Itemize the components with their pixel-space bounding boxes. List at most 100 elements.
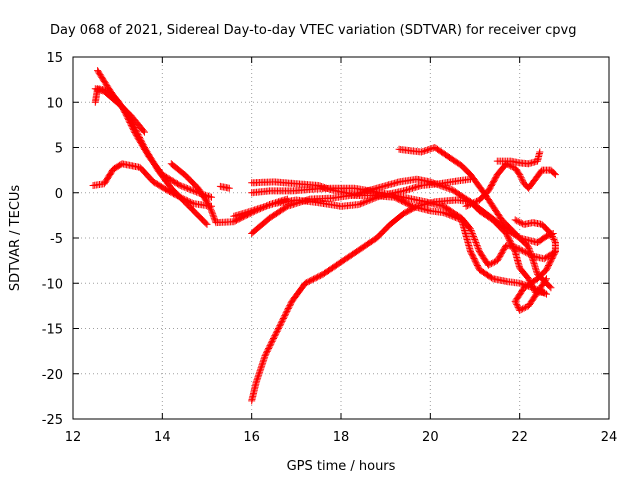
data-point — [549, 234, 557, 242]
data-point — [138, 141, 146, 149]
data-point — [508, 163, 516, 171]
data-point — [542, 276, 550, 284]
data-point — [488, 274, 495, 282]
data-point — [469, 231, 477, 239]
data-point — [514, 245, 522, 253]
data-point — [263, 347, 271, 355]
data-point — [176, 182, 184, 189]
data-point — [190, 187, 198, 195]
data-point — [204, 199, 212, 207]
data-point — [548, 233, 556, 240]
data-point — [362, 198, 370, 205]
data-point — [440, 209, 448, 217]
data-point — [468, 230, 476, 237]
data-point — [129, 124, 137, 132]
data-point — [516, 245, 524, 253]
data-point — [126, 119, 134, 126]
data-point — [122, 111, 130, 119]
y-tick-label: -5 — [50, 232, 63, 247]
data-point — [511, 216, 519, 224]
data-point — [208, 193, 215, 201]
data-point — [203, 198, 211, 206]
y-tick-label: 10 — [46, 96, 63, 111]
axis-ticks: 12 14 16 18 20 22 24 15 10 5 0 -5 -10 -15 -20 -25 — [42, 51, 618, 445]
data-point — [127, 120, 135, 128]
data-point — [471, 237, 479, 245]
chart-title: Day 068 of 2021, Sidereal Day-to-day VTE… — [50, 23, 576, 38]
data-point — [203, 220, 211, 228]
data-point — [184, 197, 192, 205]
data-point — [548, 231, 556, 239]
data-point — [143, 150, 151, 158]
data-series-s6 — [216, 182, 233, 192]
data-point — [188, 199, 196, 207]
data-point — [129, 126, 137, 134]
data-point — [361, 198, 369, 206]
data-point — [513, 217, 521, 225]
data-point — [473, 242, 481, 249]
data-point — [487, 260, 495, 268]
data-point — [182, 184, 190, 192]
data-point — [470, 233, 477, 240]
data-point — [516, 218, 524, 226]
data-point — [551, 237, 559, 245]
data-point — [529, 284, 537, 292]
data-point — [514, 217, 522, 225]
data-point — [277, 319, 285, 327]
data-point — [472, 239, 480, 246]
data-point — [284, 305, 292, 312]
data-point — [371, 194, 379, 202]
data-point — [265, 343, 273, 351]
data-point — [185, 185, 193, 193]
data-point — [125, 116, 132, 124]
y-tick-label: 0 — [55, 187, 63, 202]
data-point — [275, 323, 283, 331]
data-point — [468, 200, 476, 207]
y-tick-label: -15 — [42, 323, 63, 338]
data-point — [184, 185, 192, 192]
data-point — [441, 209, 449, 217]
data-point — [187, 186, 195, 194]
data-point — [467, 200, 474, 208]
data-point — [202, 196, 210, 204]
data-point — [520, 248, 528, 256]
data-point — [191, 188, 199, 195]
data-point — [263, 349, 270, 357]
data-point — [280, 313, 288, 321]
data-point — [474, 243, 482, 251]
data-point — [273, 327, 281, 335]
data-point — [278, 317, 286, 325]
data-point — [516, 171, 524, 179]
data-point — [470, 199, 477, 207]
data-point — [520, 304, 528, 312]
data-point — [270, 333, 278, 341]
data-series-s14 — [462, 160, 559, 210]
data-point — [279, 315, 287, 322]
data-point — [355, 201, 363, 208]
data-point — [471, 236, 479, 243]
data-point — [546, 283, 554, 291]
data-point — [473, 197, 480, 205]
data-point — [141, 128, 148, 136]
x-tick-label: 22 — [511, 430, 528, 445]
data-point — [512, 299, 520, 307]
data-point — [547, 284, 555, 292]
data-point — [464, 202, 472, 210]
data-point — [519, 247, 527, 255]
data-point — [225, 184, 233, 192]
data-point — [185, 198, 193, 205]
data-point — [504, 161, 512, 168]
data-point — [511, 243, 519, 251]
data-point — [179, 183, 187, 191]
data-point — [181, 183, 189, 191]
data-point — [283, 307, 291, 315]
data-point — [516, 306, 524, 314]
data-point — [505, 161, 513, 169]
data-point — [543, 275, 550, 283]
data-point — [525, 275, 533, 283]
y-tick-label: 5 — [55, 142, 63, 157]
data-point — [467, 225, 474, 233]
data-point — [517, 306, 525, 314]
data-point — [267, 339, 275, 347]
